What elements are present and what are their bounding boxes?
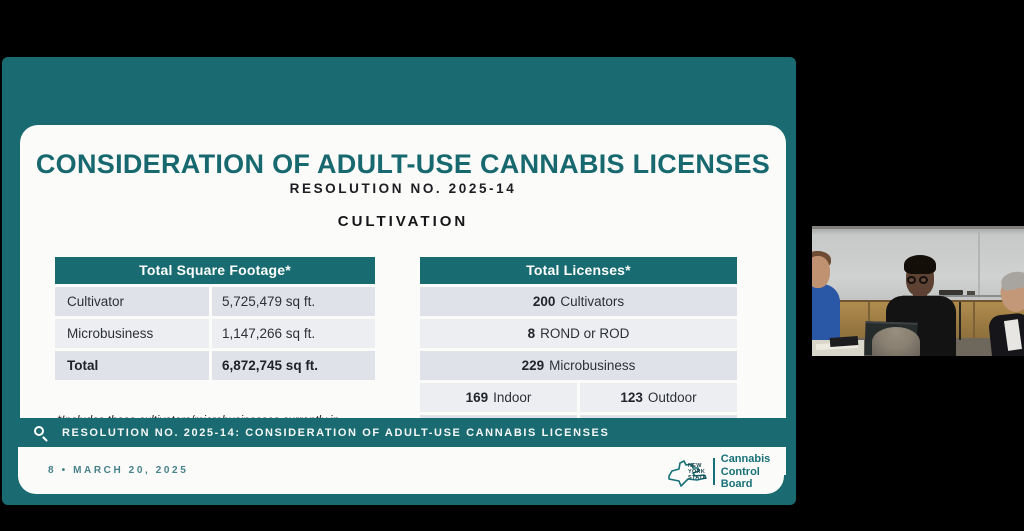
marker	[967, 291, 975, 295]
whiteboard-tray	[902, 295, 1024, 297]
row-value: 6,872,745 sq ft.	[222, 358, 319, 373]
foreground-attendee-head	[872, 327, 920, 356]
split-cell: 123 Outdoor	[577, 383, 737, 412]
row-value: 5,725,479 sq ft.	[222, 294, 316, 309]
slide-section-heading: CULTIVATION	[337, 213, 469, 230]
slide-subtitle: RESOLUTION NO. 2025-14	[289, 181, 517, 196]
license-label: Cultivators	[560, 294, 625, 309]
microphone-stand	[959, 302, 961, 340]
square-footage-table: Total Square Footage* Cultivator 5,725,4…	[55, 257, 375, 380]
row-value: 1,147,266 sq ft.	[222, 326, 316, 341]
panel-seam	[973, 302, 975, 340]
table-row-total: Total 6,872,745 sq ft.	[55, 351, 375, 380]
row-label: Total	[55, 351, 212, 380]
slide-card: CONSIDERATION OF ADULT-USE CANNABIS LICE…	[20, 125, 786, 475]
speaker-glasses	[919, 276, 928, 284]
table-row-split: 169 Indoor 123 Outdoor	[420, 383, 737, 412]
page-date-line: 8 • MARCH 20, 2025	[48, 465, 188, 476]
split-cell: 169 Indoor	[420, 383, 577, 412]
license-count: 200	[532, 294, 556, 309]
table-row: Microbusiness 1,147,266 sq ft.	[55, 319, 375, 348]
license-label: Microbusiness	[549, 358, 636, 373]
row-label: Cultivator	[55, 287, 212, 316]
row-label: Microbusiness	[55, 319, 212, 348]
ny-state-wordmark: NEW YORK STATE	[688, 462, 707, 481]
org-wordmark: Cannabis Control Board	[720, 453, 771, 490]
ccb-logo: NEW YORK STATE Cannabis Control Board	[666, 453, 784, 491]
banner-text: RESOLUTION NO. 2025-14: CONSIDERATION OF…	[62, 426, 610, 439]
participant-left-face	[810, 256, 830, 288]
license-count: 8	[527, 326, 536, 341]
slide-date: MARCH 20, 2025	[73, 465, 189, 476]
table-header: Total Licenses*	[420, 257, 737, 284]
speaker-hair	[904, 255, 936, 274]
webcam-tile[interactable]	[810, 226, 1024, 356]
slide-footer: 8 • MARCH 20, 2025 NEW YORK STATE	[18, 447, 784, 494]
license-count: 229	[521, 358, 545, 373]
speaker-glasses	[907, 276, 916, 284]
table-header: Total Square Footage*	[55, 257, 375, 284]
slide-title: CONSIDERATION OF ADULT-USE CANNABIS LICE…	[35, 149, 771, 179]
wall-seam	[978, 226, 980, 298]
webcam-top-edge	[810, 226, 1024, 229]
table-row: 200 Cultivators	[420, 287, 737, 316]
logo-divider	[713, 458, 715, 486]
page-number: 8	[48, 465, 57, 476]
license-label: Indoor	[493, 390, 532, 405]
ny-state-icon: NEW YORK STATE	[666, 457, 707, 487]
marker	[939, 290, 963, 295]
separator-dot: •	[61, 465, 68, 476]
license-count: 123	[620, 390, 643, 405]
license-count: 169	[465, 390, 489, 405]
webcam-left-edge	[810, 226, 812, 356]
licenses-table: Total Licenses* 200 Cultivators 8 ROND o…	[420, 257, 737, 444]
table-row: 229 Microbusiness	[420, 351, 737, 380]
search-icon	[34, 425, 48, 442]
license-label: Outdoor	[647, 390, 697, 405]
table-row: Cultivator 5,725,479 sq ft.	[55, 287, 375, 316]
license-label: ROND or ROD	[540, 326, 630, 341]
laptop	[829, 336, 859, 347]
table-row: 8 ROND or ROD	[420, 319, 737, 348]
screen-share: CONSIDERATION OF ADULT-USE CANNABIS LICE…	[2, 57, 796, 505]
panel-seam	[868, 302, 870, 340]
resolution-banner: RESOLUTION NO. 2025-14: CONSIDERATION OF…	[2, 418, 796, 447]
